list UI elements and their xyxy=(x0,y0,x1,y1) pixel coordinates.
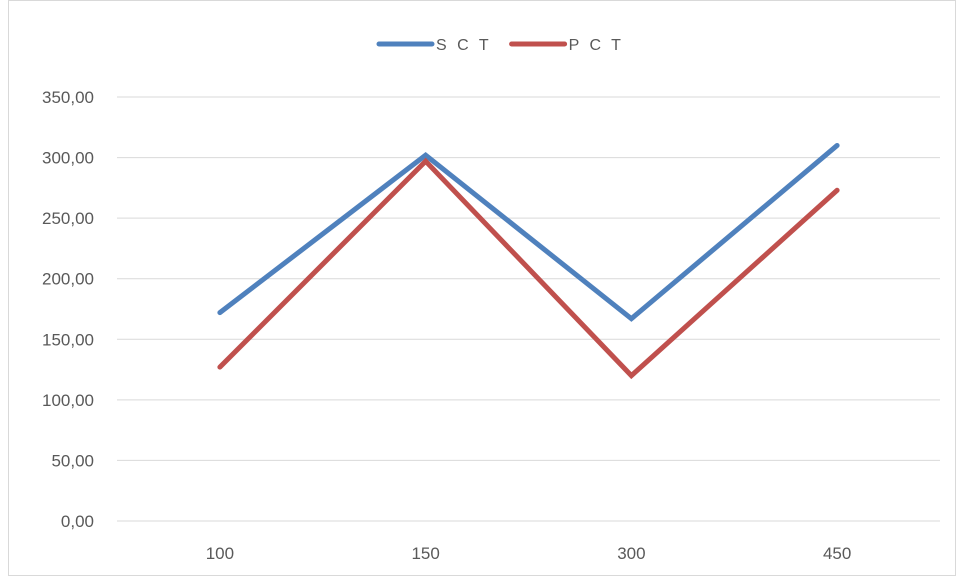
series-line-2 xyxy=(217,157,840,380)
y-tick-label: 50,00 xyxy=(51,451,94,470)
y-tick-label: 250,00 xyxy=(42,209,94,228)
y-tick-label: 200,00 xyxy=(42,270,94,289)
x-tick-label: 100 xyxy=(206,544,234,563)
y-tick-label: 350,00 xyxy=(42,88,94,107)
legend-label: S C T xyxy=(436,37,492,54)
x-tick-label: 450 xyxy=(823,544,851,563)
y-tick-label: 100,00 xyxy=(42,391,94,410)
x-tick-label: 150 xyxy=(411,544,439,563)
series-lines xyxy=(217,142,840,380)
legend-label: P C T xyxy=(569,37,624,54)
x-axis-tick-labels: 100 150 300 450 xyxy=(206,544,852,563)
series-line-1 xyxy=(217,142,840,322)
y-tick-label: 150,00 xyxy=(42,330,94,349)
chart-frame xyxy=(8,0,956,576)
y-tick-label: 0,00 xyxy=(61,512,94,531)
y-axis-tick-labels: 0,00 50,00 100,00 150,00 200,00 250,00 300,00 3… xyxy=(42,88,94,531)
x-tick-label: 300 xyxy=(617,544,645,563)
y-tick-label: 300,00 xyxy=(42,149,94,168)
